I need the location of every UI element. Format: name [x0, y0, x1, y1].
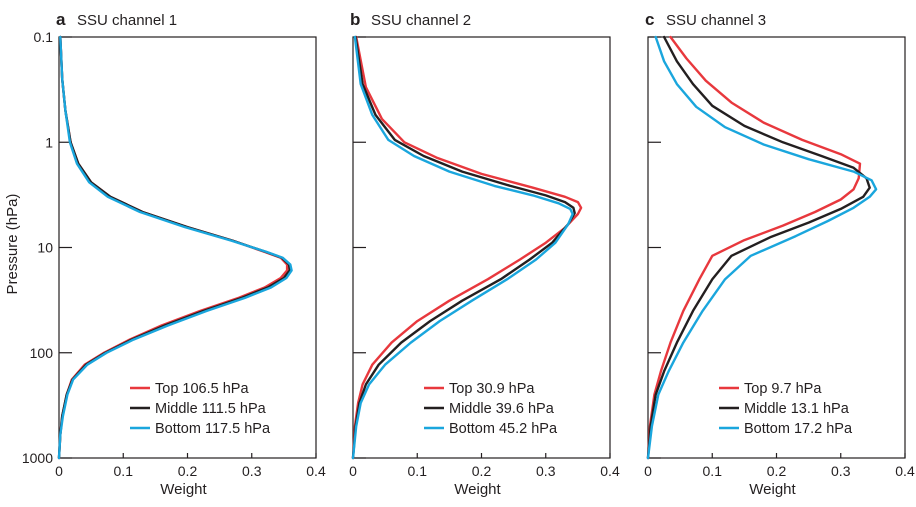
legend-label: Top 106.5 hPa	[155, 381, 249, 397]
x-tick-label: 0.1	[703, 463, 723, 479]
legend-label: Top 30.9 hPa	[449, 381, 535, 397]
x-tick-label: 0	[644, 463, 652, 479]
legend-label: Bottom 117.5 hPa	[155, 421, 271, 437]
series-line-2	[57, 35, 293, 460]
panel-letter: b	[350, 10, 360, 29]
panel-title: SSU channel 3	[666, 12, 766, 29]
legend-label: Middle 39.6 hPa	[449, 401, 555, 417]
panel-letter: a	[56, 10, 66, 29]
y-tick-label: 1000	[22, 450, 53, 466]
legend-label: Bottom 45.2 hPa	[449, 421, 558, 437]
x-tick-label: 0.4	[306, 463, 326, 479]
legend-label: Bottom 17.2 hPa	[744, 421, 853, 437]
legend-label: Middle 13.1 hPa	[744, 401, 850, 417]
series-line-0	[646, 35, 862, 460]
panel-title: SSU channel 2	[371, 12, 471, 29]
x-tick-label: 0.1	[408, 463, 428, 479]
x-tick-label: 0	[349, 463, 357, 479]
x-tick-label: 0.4	[895, 463, 915, 479]
panel-c: 0 0.1 0.2 0.3 0.4 Weight c SSU channel 3 Top 9.7…	[644, 10, 915, 498]
x-tick-label: 0.3	[831, 463, 851, 479]
x-tick-label: 0.2	[472, 463, 492, 479]
series-line-1	[646, 35, 871, 460]
x-tick-label: 0.3	[242, 463, 262, 479]
x-axis-label: Weight	[160, 481, 207, 498]
legend-label: Middle 111.5 hPa	[155, 401, 267, 417]
series-line-2	[646, 35, 878, 460]
y-tick-label: 1	[45, 134, 53, 150]
panel-letter: c	[645, 10, 654, 29]
x-tick-label: 0.1	[114, 463, 134, 479]
x-tick-label: 0.2	[178, 463, 198, 479]
x-tick-label: 0.4	[600, 463, 620, 479]
y-tick-label: 0.1	[34, 29, 54, 45]
x-axis-label: Weight	[454, 481, 501, 498]
x-tick-label: 0.3	[536, 463, 556, 479]
x-tick-label: 0	[55, 463, 63, 479]
x-tick-label: 0.2	[767, 463, 787, 479]
panel-b: 0 0.1 0.2 0.3 0.4 Weight b SSU channel 2 Top 30.…	[349, 10, 620, 498]
y-tick-label: 10	[37, 240, 53, 256]
x-axis-label: Weight	[749, 481, 796, 498]
legend-label: Top 9.7 hPa	[744, 381, 822, 397]
y-axis-label: Pressure (hPa)	[4, 194, 21, 295]
series-line-2	[351, 35, 574, 460]
panel-title: SSU channel 1	[77, 12, 177, 29]
y-tick-label: 100	[30, 345, 54, 361]
